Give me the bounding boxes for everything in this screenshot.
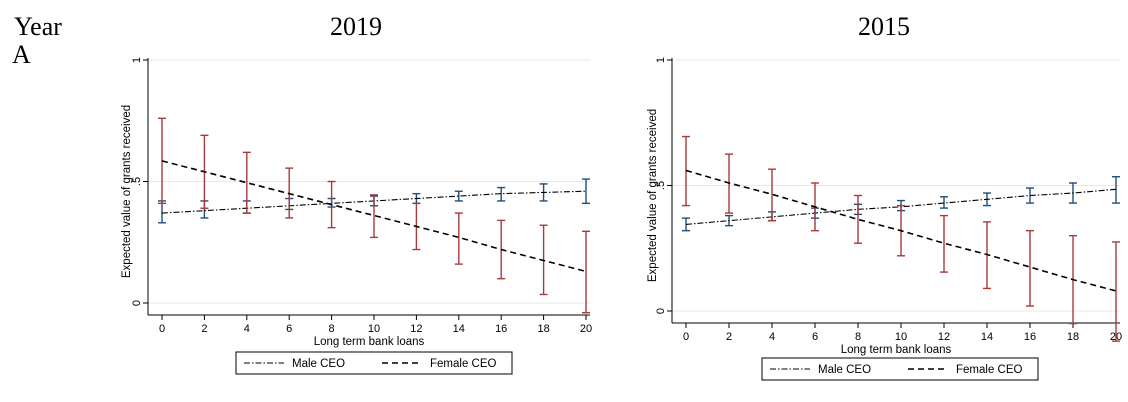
x-tick-label: 18	[1067, 331, 1079, 343]
female-ceo-line	[685, 169, 1117, 292]
x-tick-label: 14	[981, 331, 993, 343]
y-axis-title: Expected value of grants received	[121, 105, 133, 278]
x-tick-label: 20	[580, 323, 592, 335]
year-label: Year	[14, 12, 62, 41]
x-tick-label: 12	[410, 323, 422, 335]
y-tick-label: 0	[655, 308, 667, 314]
y-tick-label: 1	[655, 57, 667, 63]
x-tick-label: 6	[812, 331, 818, 343]
panel-letter: A	[12, 40, 31, 69]
y-tick-label: .5	[131, 177, 143, 186]
legend-label-male-ceo: Male CEO	[292, 358, 345, 370]
chart-title-2019: 2019	[330, 12, 382, 41]
legend-box	[761, 357, 1039, 381]
chart-title-2015: 2015	[858, 12, 910, 41]
x-tick-label: 8	[329, 323, 335, 335]
x-tick-label: 18	[537, 323, 549, 335]
y-tick-label: 0	[131, 300, 143, 306]
legend-label-male-ceo: Male CEO	[818, 364, 871, 376]
y-tick-label: .5	[655, 181, 667, 190]
x-axis-title: Long term bank loans	[314, 336, 425, 348]
x-tick-label: 6	[286, 323, 292, 335]
x-tick-label: 2	[726, 331, 732, 343]
y-tick-label: 1	[131, 57, 143, 63]
legend-label-female-ceo: Female CEO	[430, 358, 497, 370]
x-tick-label: 12	[938, 331, 950, 343]
female-ceo-line	[161, 160, 587, 273]
x-tick-label: 0	[683, 331, 689, 343]
legend-box	[235, 351, 513, 375]
x-tick-label: 10	[368, 323, 380, 335]
x-tick-label: 16	[1024, 331, 1036, 343]
x-tick-label: 16	[495, 323, 507, 335]
x-tick-label: 8	[855, 331, 861, 343]
x-tick-label: 4	[244, 323, 250, 335]
x-tick-label: 4	[769, 331, 775, 343]
x-tick-label: 10	[895, 331, 907, 343]
legend-label-female-ceo: Female CEO	[956, 364, 1023, 376]
x-tick-label: 14	[453, 323, 465, 335]
x-tick-label: 0	[159, 323, 165, 335]
x-axis-title: Long term bank loans	[841, 344, 952, 356]
y-axis-title: Expected value of grants received	[647, 109, 659, 282]
x-tick-label: 2	[201, 323, 207, 335]
